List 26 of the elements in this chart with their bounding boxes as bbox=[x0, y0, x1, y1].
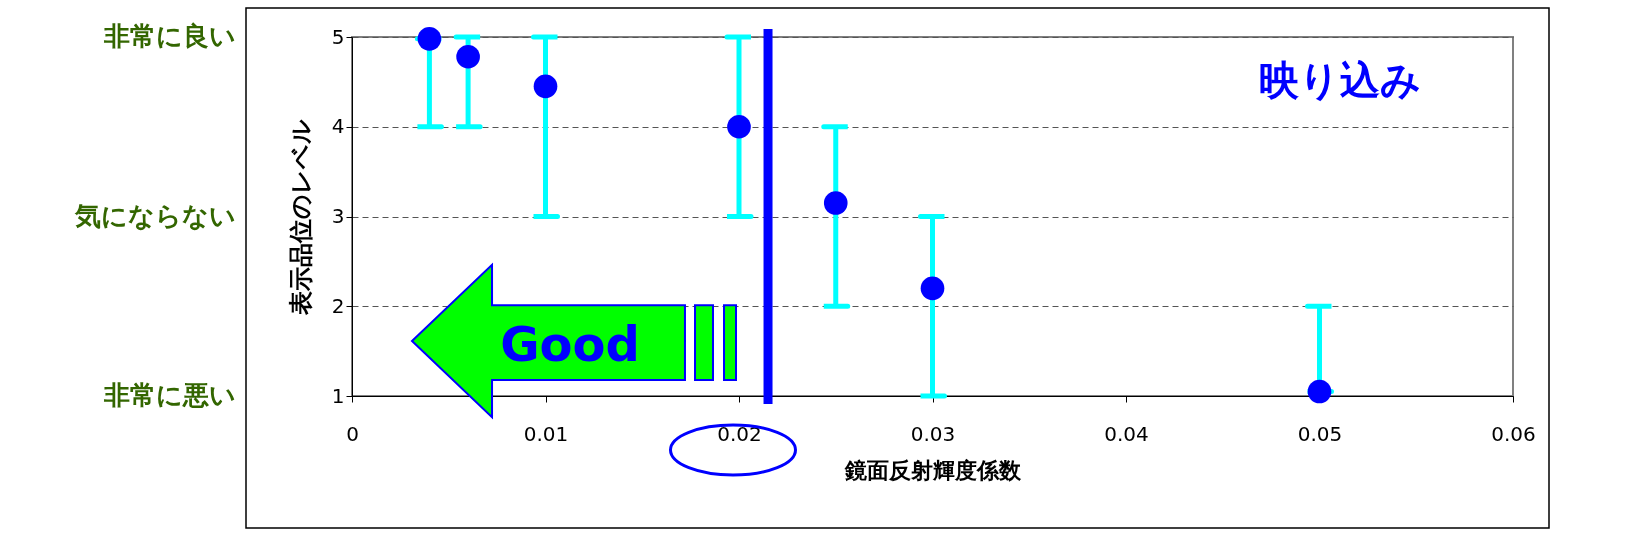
y-tick-label: 4 bbox=[331, 114, 345, 139]
x-tick-label: 0.03 bbox=[910, 421, 956, 446]
point bbox=[533, 74, 558, 99]
text: 気にならない bbox=[74, 201, 236, 231]
y-tick-label: 3 bbox=[331, 204, 345, 228]
x-tick-label: 0.01 bbox=[523, 421, 569, 446]
x-tick-label: 0.04 bbox=[1104, 421, 1149, 446]
y-axis-title: 表示品位のレベル bbox=[286, 119, 315, 316]
y-tick-label: 1 bbox=[331, 383, 345, 408]
x-tick-label: 0.05 bbox=[1297, 421, 1343, 446]
y-tick-label: 5 bbox=[331, 24, 345, 49]
x-tick-label: 0 bbox=[346, 421, 359, 446]
point bbox=[920, 276, 945, 301]
point bbox=[456, 44, 480, 69]
point bbox=[1307, 379, 1332, 404]
annotation: 映り込み bbox=[1259, 57, 1421, 103]
text: 非常に悪い bbox=[103, 380, 236, 410]
y-tick-label: 2 bbox=[331, 293, 345, 318]
x-tick-label: 0.06 bbox=[1491, 421, 1536, 446]
point bbox=[417, 26, 442, 51]
x-tick-label: 0.02 bbox=[717, 421, 762, 446]
point bbox=[823, 191, 848, 215]
text: 非常に良い bbox=[103, 21, 236, 51]
x-axis-title: 鏡面反射輝度係数 bbox=[844, 457, 1022, 483]
point bbox=[727, 114, 751, 139]
annotation: Good bbox=[500, 316, 640, 372]
